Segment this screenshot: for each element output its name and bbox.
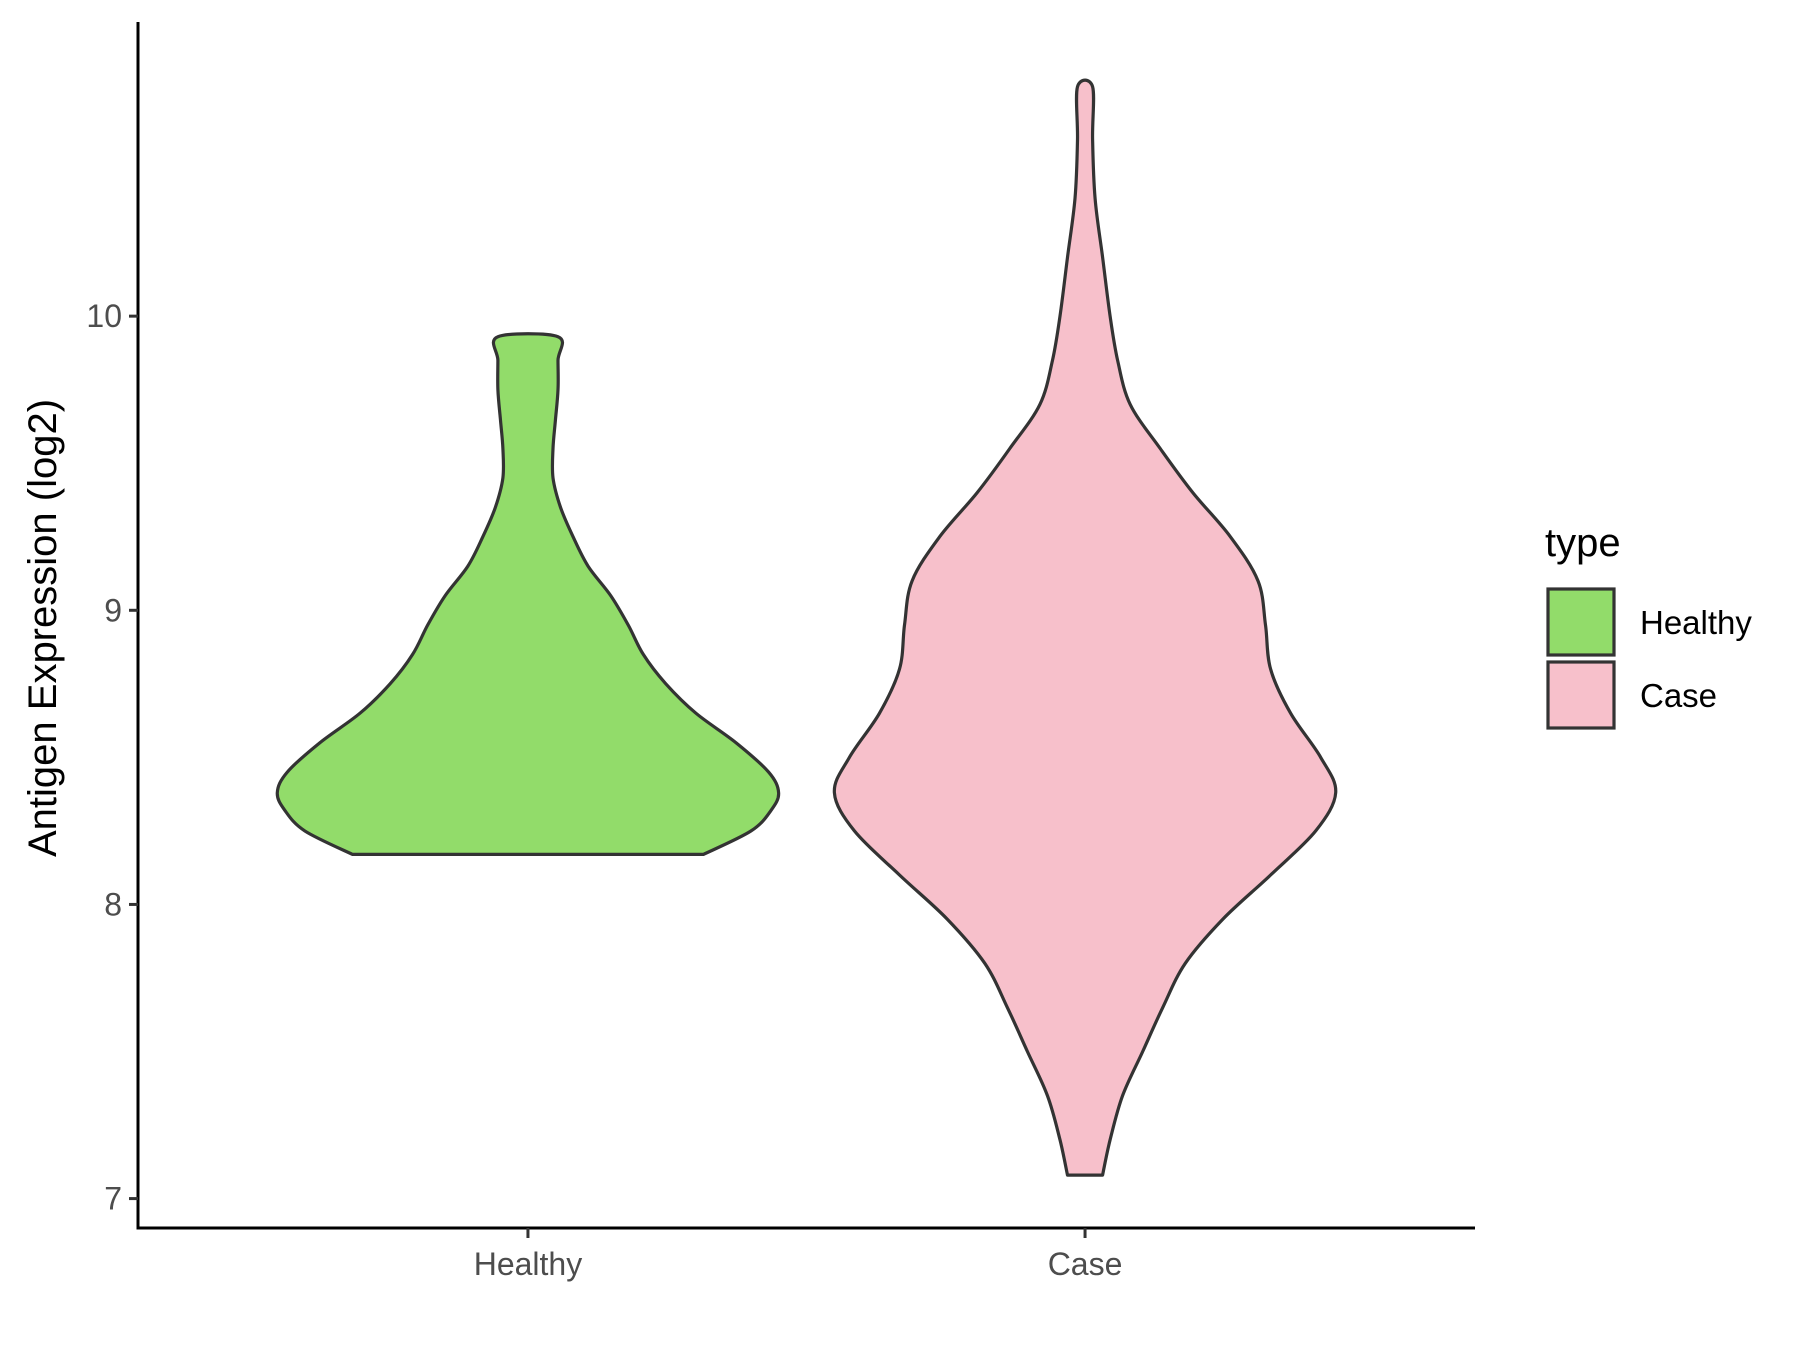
- legend-key-healthy: [1546, 587, 1616, 657]
- violin-layer: [275, 78, 1338, 1177]
- y-tick-label: 8: [104, 886, 122, 922]
- legend: type Healthy Case: [1545, 521, 1752, 730]
- legend-key-case: [1546, 660, 1616, 730]
- y-tick-label: 9: [104, 592, 122, 628]
- y-tick-label: 10: [86, 298, 122, 334]
- legend-label: Case: [1640, 677, 1717, 714]
- legend-label: Healthy: [1640, 604, 1752, 641]
- y-axis-title: Antigen Expression (log2): [21, 399, 65, 857]
- x-tick-label: Healthy: [474, 1246, 583, 1282]
- violin-healthy: [275, 332, 781, 856]
- legend-title: type: [1545, 521, 1621, 565]
- violin-case: [832, 78, 1338, 1177]
- y-tick-label: 7: [104, 1181, 122, 1217]
- x-tick-label: Case: [1048, 1246, 1123, 1282]
- axes: 7 8 9 10 Healthy Case: [86, 22, 1475, 1282]
